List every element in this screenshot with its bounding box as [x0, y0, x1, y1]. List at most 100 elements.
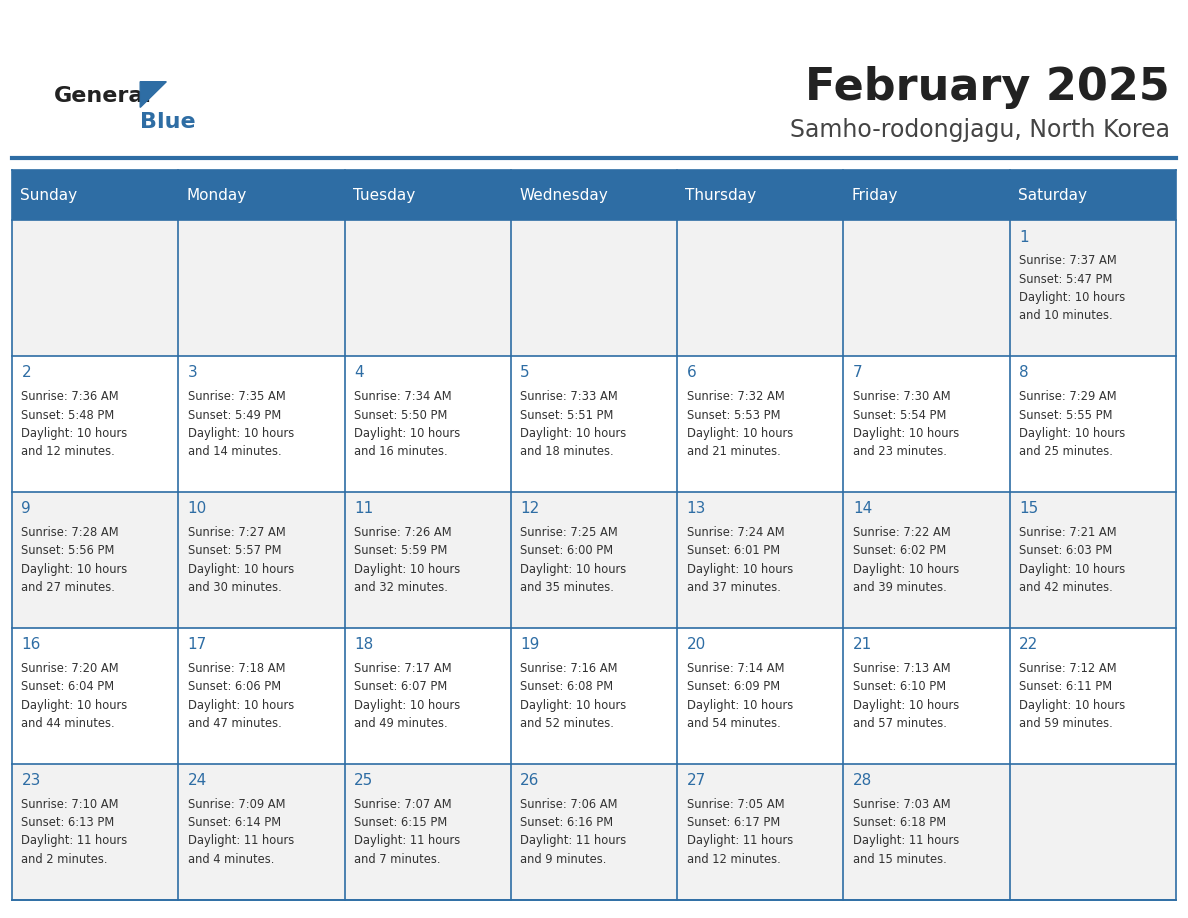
Bar	[178, 492, 345, 628]
Text: and 49 minutes.: and 49 minutes.	[354, 717, 448, 730]
Text: Daylight: 10 hours: Daylight: 10 hours	[1019, 563, 1125, 576]
Text: Sunrise: 7:12 AM: Sunrise: 7:12 AM	[1019, 662, 1117, 675]
Bar	[511, 220, 677, 356]
Text: Sunset: 5:54 PM: Sunset: 5:54 PM	[853, 409, 947, 421]
Text: and 12 minutes.: and 12 minutes.	[21, 445, 115, 458]
Text: Sunrise: 7:37 AM: Sunrise: 7:37 AM	[1019, 254, 1117, 267]
Bar	[345, 170, 511, 220]
Text: Daylight: 10 hours: Daylight: 10 hours	[21, 699, 127, 711]
Text: Sunrise: 7:05 AM: Sunrise: 7:05 AM	[687, 798, 784, 811]
Bar	[12, 628, 178, 764]
Text: 20: 20	[687, 637, 706, 652]
Text: Sunrise: 7:36 AM: Sunrise: 7:36 AM	[21, 390, 119, 403]
Text: 16: 16	[21, 637, 40, 652]
Text: Sunrise: 7:20 AM: Sunrise: 7:20 AM	[21, 662, 119, 675]
Text: Sunset: 6:18 PM: Sunset: 6:18 PM	[853, 816, 946, 829]
Text: 6: 6	[687, 365, 696, 380]
Text: Sunset: 5:56 PM: Sunset: 5:56 PM	[21, 544, 115, 557]
Bar	[178, 356, 345, 492]
Text: and 2 minutes.: and 2 minutes.	[21, 853, 108, 866]
Bar	[511, 492, 677, 628]
Bar	[677, 356, 843, 492]
Text: and 52 minutes.: and 52 minutes.	[520, 717, 614, 730]
Text: Daylight: 10 hours: Daylight: 10 hours	[188, 699, 293, 711]
Text: Daylight: 10 hours: Daylight: 10 hours	[520, 699, 626, 711]
Text: Sunrise: 7:09 AM: Sunrise: 7:09 AM	[188, 798, 285, 811]
Text: February 2025: February 2025	[805, 66, 1170, 108]
Text: 5: 5	[520, 365, 530, 380]
Text: Sunset: 6:02 PM: Sunset: 6:02 PM	[853, 544, 946, 557]
Bar	[12, 220, 178, 356]
Text: Daylight: 10 hours: Daylight: 10 hours	[1019, 427, 1125, 440]
Text: Daylight: 10 hours: Daylight: 10 hours	[853, 699, 959, 711]
Text: 3: 3	[188, 365, 197, 380]
Text: and 10 minutes.: and 10 minutes.	[1019, 309, 1113, 322]
Bar	[677, 220, 843, 356]
Text: Daylight: 10 hours: Daylight: 10 hours	[687, 699, 792, 711]
Text: Sunset: 5:55 PM: Sunset: 5:55 PM	[1019, 409, 1113, 421]
Text: Daylight: 10 hours: Daylight: 10 hours	[188, 563, 293, 576]
Text: Sunset: 6:10 PM: Sunset: 6:10 PM	[853, 680, 946, 693]
Bar	[677, 628, 843, 764]
Text: Sunset: 6:01 PM: Sunset: 6:01 PM	[687, 544, 779, 557]
Text: Daylight: 10 hours: Daylight: 10 hours	[354, 563, 460, 576]
Text: 14: 14	[853, 501, 872, 516]
Text: Sunrise: 7:34 AM: Sunrise: 7:34 AM	[354, 390, 451, 403]
Text: and 57 minutes.: and 57 minutes.	[853, 717, 947, 730]
Text: 9: 9	[21, 501, 31, 516]
Text: Daylight: 11 hours: Daylight: 11 hours	[188, 834, 293, 847]
Text: Sunrise: 7:24 AM: Sunrise: 7:24 AM	[687, 526, 784, 539]
Text: Sunset: 6:15 PM: Sunset: 6:15 PM	[354, 816, 447, 829]
Bar	[345, 220, 511, 356]
Text: and 25 minutes.: and 25 minutes.	[1019, 445, 1113, 458]
Text: and 44 minutes.: and 44 minutes.	[21, 717, 115, 730]
Bar	[1010, 356, 1176, 492]
Bar	[12, 764, 178, 900]
Bar	[178, 220, 345, 356]
Text: Sunrise: 7:28 AM: Sunrise: 7:28 AM	[21, 526, 119, 539]
Text: Sunset: 5:47 PM: Sunset: 5:47 PM	[1019, 273, 1113, 285]
Bar	[511, 764, 677, 900]
Text: Sunrise: 7:13 AM: Sunrise: 7:13 AM	[853, 662, 950, 675]
Text: Sunday: Sunday	[20, 187, 77, 203]
Text: and 35 minutes.: and 35 minutes.	[520, 581, 614, 594]
Text: Sunset: 6:07 PM: Sunset: 6:07 PM	[354, 680, 447, 693]
Bar	[843, 492, 1010, 628]
Text: Sunset: 5:57 PM: Sunset: 5:57 PM	[188, 544, 282, 557]
Text: Thursday: Thursday	[685, 187, 757, 203]
Text: Sunrise: 7:06 AM: Sunrise: 7:06 AM	[520, 798, 618, 811]
Text: and 16 minutes.: and 16 minutes.	[354, 445, 448, 458]
Bar	[12, 356, 178, 492]
Bar	[1010, 628, 1176, 764]
Text: Sunset: 5:51 PM: Sunset: 5:51 PM	[520, 409, 614, 421]
Bar	[1010, 170, 1176, 220]
Text: 10: 10	[188, 501, 207, 516]
Text: Daylight: 10 hours: Daylight: 10 hours	[687, 427, 792, 440]
Text: Sunset: 5:48 PM: Sunset: 5:48 PM	[21, 409, 114, 421]
Text: Saturday: Saturday	[1018, 187, 1087, 203]
Text: Sunrise: 7:16 AM: Sunrise: 7:16 AM	[520, 662, 618, 675]
Text: Sunset: 6:03 PM: Sunset: 6:03 PM	[1019, 544, 1112, 557]
Text: Daylight: 11 hours: Daylight: 11 hours	[21, 834, 127, 847]
Text: Sunset: 6:08 PM: Sunset: 6:08 PM	[520, 680, 613, 693]
Text: and 42 minutes.: and 42 minutes.	[1019, 581, 1113, 594]
Text: and 27 minutes.: and 27 minutes.	[21, 581, 115, 594]
Text: Daylight: 11 hours: Daylight: 11 hours	[354, 834, 460, 847]
Text: Daylight: 10 hours: Daylight: 10 hours	[520, 427, 626, 440]
Text: Daylight: 10 hours: Daylight: 10 hours	[687, 563, 792, 576]
Text: and 7 minutes.: and 7 minutes.	[354, 853, 441, 866]
Text: General: General	[53, 86, 151, 106]
Text: and 54 minutes.: and 54 minutes.	[687, 717, 781, 730]
Text: and 37 minutes.: and 37 minutes.	[687, 581, 781, 594]
Text: Sunset: 6:11 PM: Sunset: 6:11 PM	[1019, 680, 1112, 693]
Text: Daylight: 10 hours: Daylight: 10 hours	[853, 563, 959, 576]
Text: Daylight: 10 hours: Daylight: 10 hours	[520, 563, 626, 576]
Bar	[345, 764, 511, 900]
Text: Sunset: 6:04 PM: Sunset: 6:04 PM	[21, 680, 114, 693]
Text: 1: 1	[1019, 230, 1029, 244]
Text: 22: 22	[1019, 637, 1038, 652]
Text: Sunset: 5:50 PM: Sunset: 5:50 PM	[354, 409, 448, 421]
Text: and 23 minutes.: and 23 minutes.	[853, 445, 947, 458]
Bar	[1010, 492, 1176, 628]
Text: Daylight: 11 hours: Daylight: 11 hours	[853, 834, 959, 847]
